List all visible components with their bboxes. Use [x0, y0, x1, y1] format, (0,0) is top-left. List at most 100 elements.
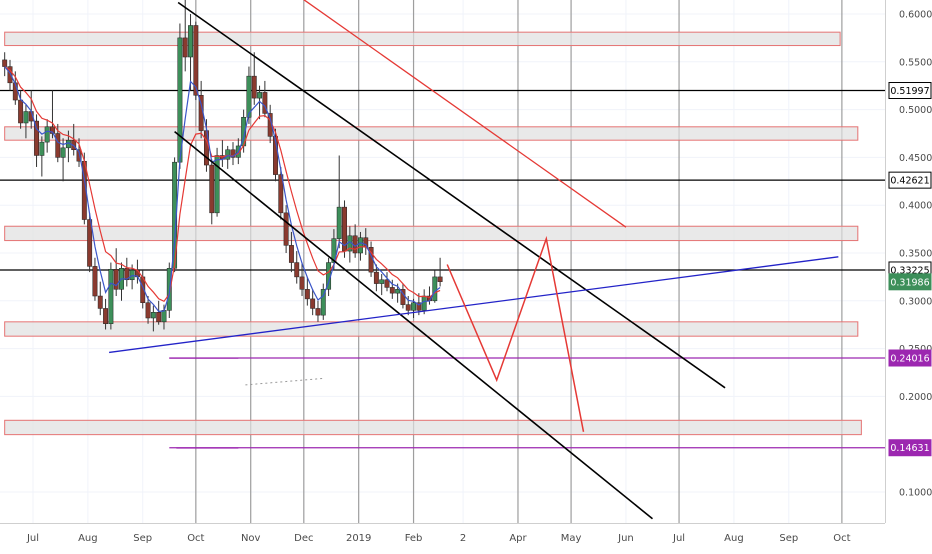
trendline-red-descending: [303, 0, 627, 228]
price-zone: [4, 225, 859, 242]
price-zone: [4, 321, 859, 337]
candle-body: [411, 302, 417, 311]
x-tick-label: Jul: [672, 533, 685, 544]
candle-body: [50, 126, 55, 134]
x-tick-label: 2: [460, 533, 466, 544]
x-tick-label: Sep: [133, 533, 152, 544]
candles: [2, 0, 443, 332]
candle-body: [60, 147, 66, 158]
dotted-line: [245, 377, 326, 386]
candle-body: [288, 245, 294, 263]
candle-body: [432, 276, 438, 302]
candle-body: [304, 289, 310, 300]
x-tick-label: Sep: [779, 533, 798, 544]
candle-body: [145, 302, 151, 319]
price-tag-label: 0.51997: [890, 86, 929, 97]
price-tag: [888, 171, 932, 189]
candle-body: [113, 269, 119, 290]
price-zone: [4, 31, 841, 47]
candle-body: [294, 262, 300, 278]
candle-body: [395, 289, 401, 294]
candle-body: [246, 75, 252, 118]
x-tick-label: Dec: [294, 533, 313, 544]
x-tick-label: Oct: [833, 533, 850, 544]
candle-body: [214, 155, 220, 214]
candle-body: [193, 25, 199, 96]
candle-body: [44, 126, 50, 143]
candle-body: [379, 279, 385, 284]
price-zone: [4, 126, 859, 141]
candle-body: [7, 66, 13, 84]
x-tick-label: Jun: [617, 533, 634, 544]
price-tag: [888, 82, 932, 100]
x-tick-label: Apr: [509, 533, 527, 544]
plot-background: [0, 0, 885, 523]
moving-average-blue: [4, 66, 441, 313]
x-tick-label: Nov: [241, 533, 261, 544]
x-axis-labels: Jul Aug Sep Oct Nov Dec 2019 Feb 2 Apr May Jun Jul Au…: [26, 533, 851, 544]
candle-body: [87, 219, 93, 267]
candle-body: [156, 312, 162, 323]
price-tag-label: 0.31986: [890, 277, 929, 288]
trendlines: [109, 0, 839, 520]
candle-body: [209, 164, 215, 214]
price-zone: [4, 419, 862, 436]
price-tag-label: 0.42621: [890, 176, 929, 187]
candle-body: [384, 279, 390, 288]
price-tag: [888, 273, 932, 291]
grid: [0, 0, 885, 523]
candle-body: [161, 310, 167, 323]
price-tag: [888, 349, 932, 367]
x-tick-label: Feb: [405, 533, 423, 544]
trendline-channel-upper: [177, 1, 726, 389]
candle-body: [278, 174, 284, 214]
candle-body: [103, 308, 109, 324]
candle-body: [416, 302, 422, 311]
time-axis[interactable]: [0, 523, 885, 550]
candle-body: [358, 237, 363, 254]
candle-body: [389, 287, 395, 294]
candle-body: [251, 75, 257, 99]
candle-body: [320, 289, 326, 316]
candle-body: [373, 271, 379, 284]
candle-body: [299, 276, 305, 290]
candle-body: [150, 312, 156, 319]
candle-body: [2, 59, 8, 67]
x-tick-label: Jul: [26, 533, 39, 544]
x-tick-label: May: [561, 533, 582, 544]
candle-body: [315, 308, 321, 316]
candle-body: [108, 269, 114, 324]
candle-body: [92, 266, 98, 297]
price-tag-label: 0.24016: [890, 354, 929, 365]
candle-body: [257, 92, 263, 99]
x-tick-label: Oct: [187, 533, 204, 544]
projection-path: [446, 235, 585, 432]
candle-body: [405, 304, 411, 311]
x-tick-label: Aug: [78, 533, 98, 544]
projection-path-group: [446, 235, 585, 432]
price-tag: [888, 439, 932, 457]
candle-body: [76, 149, 82, 162]
zones: [4, 31, 862, 436]
trendline-channel-lower: [174, 130, 654, 520]
candle-body: [55, 133, 61, 158]
candle-body: [39, 141, 45, 156]
price-tag-label: 0.33225: [890, 265, 929, 276]
candle-body: [230, 149, 236, 158]
candle-body: [34, 120, 39, 156]
candle-body: [182, 37, 188, 58]
x-tick-label: Aug: [724, 533, 744, 544]
candle-body: [437, 276, 443, 282]
candle-body: [283, 212, 289, 246]
candle-body: [97, 295, 103, 309]
candle-body: [18, 99, 24, 124]
horizontal-levels: [0, 89, 885, 449]
candle-body: [310, 298, 316, 309]
